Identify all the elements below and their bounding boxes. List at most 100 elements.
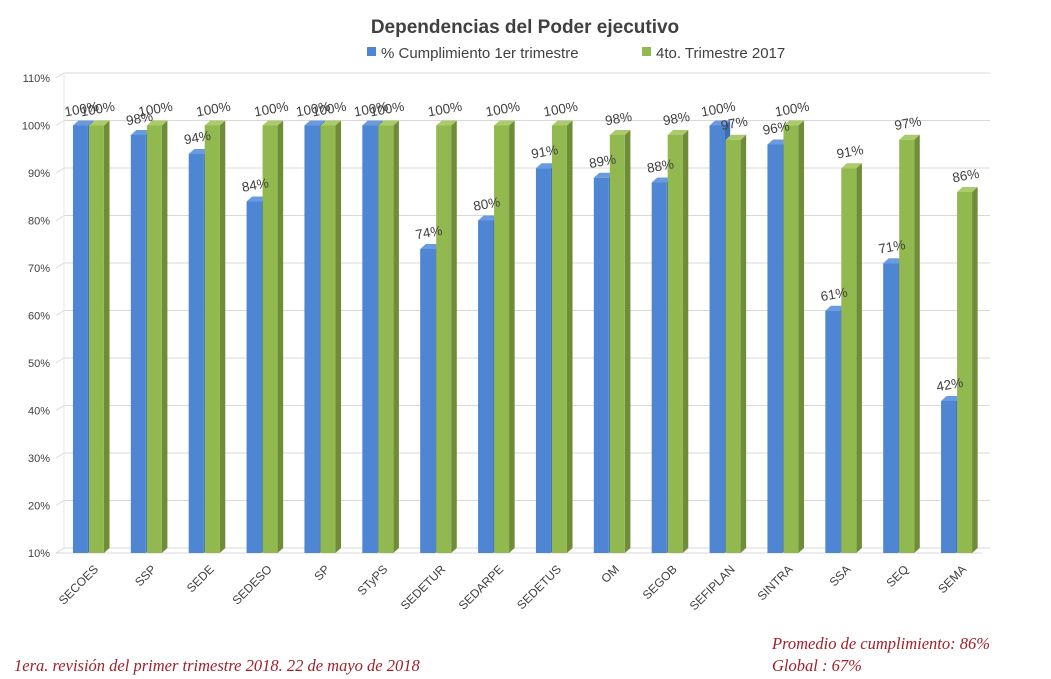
data-label-SINTRA-series-1: 96% [762, 118, 791, 137]
bar-side [624, 130, 631, 553]
data-label-SEGOB-series-1: 88% [646, 156, 675, 175]
legend-swatch-series-2 [642, 47, 651, 56]
data-label-SEQ-series-1: 71% [877, 237, 906, 256]
data-label-STyPS-series-2: 100% [369, 99, 406, 120]
bar-front [72, 125, 88, 553]
bar-top [436, 120, 457, 126]
gridline [55, 120, 990, 126]
bar-top [478, 215, 499, 221]
gridline [55, 72, 990, 79]
data-label-SEQ-series-2: 97% [893, 114, 922, 133]
bar-top [262, 120, 284, 126]
bar-top [304, 120, 326, 126]
data-label-SEFIPLAN-series-1: 100% [700, 99, 737, 120]
x-tick-label-SSP: SSP [132, 562, 159, 589]
bar-top [320, 120, 342, 126]
data-label-SSA-series-2: 91% [835, 142, 864, 161]
y-tick-label: 20% [28, 501, 50, 513]
bar-front [957, 192, 973, 553]
data-label-OM-series-2: 98% [604, 109, 633, 128]
bar-top [667, 130, 689, 135]
bar-front [304, 125, 320, 553]
bar-SECOES-series-2 [88, 120, 110, 553]
data-label-SEGOB-series-2: 98% [662, 109, 691, 128]
data-label-SEDETUR-series-1: 74% [414, 223, 443, 242]
data-label-SEDARPE-series-2: 100% [484, 99, 521, 120]
bar-front [362, 125, 378, 553]
bar-front [130, 135, 146, 553]
y-axis: 10% 20% 30% 40% 50% 60% 70% 80% 90% 100% 110% [22, 73, 50, 560]
bar-side [914, 134, 920, 553]
x-tick-label-SEDETUR: SEDETUR [398, 562, 449, 613]
bar-side [682, 130, 689, 553]
data-label-SECOES-series-1: 100% [63, 99, 100, 120]
bar-top [941, 396, 962, 401]
legend-label-series-2: 4to. Trimestre 2017 [656, 45, 785, 62]
bar-top [362, 120, 383, 126]
bar-STyPS-series-2 [378, 120, 399, 553]
bar-side [277, 120, 284, 553]
x-tick-label-SECOES: SECOES [56, 562, 101, 607]
bar-side [451, 120, 457, 553]
bar-top [593, 172, 615, 178]
bar-top [899, 134, 920, 140]
y-tick-label: 80% [28, 216, 50, 228]
bar-top [551, 120, 573, 126]
bar-front [667, 135, 683, 553]
y-tick-label: 50% [28, 358, 50, 370]
data-label-SEDETUR-series-2: 100% [427, 99, 464, 120]
data-label-SECOES-series-2: 100% [79, 99, 116, 120]
x-tick-label-SINTRA: SINTRA [755, 562, 796, 603]
data-label-SEMA-series-2: 86% [951, 166, 980, 185]
bar-top [204, 120, 226, 126]
bar-top [841, 163, 862, 169]
bar-side [103, 120, 110, 553]
bar-front [320, 125, 336, 553]
data-label-SEDETUS-series-2: 100% [542, 99, 579, 120]
data-label-SP-series-2: 100% [311, 99, 348, 120]
bar-front [609, 135, 625, 553]
data-label-SEDESO-series-1: 84% [241, 175, 270, 194]
bar-SEGOB-series-2 [667, 130, 689, 553]
bar-top [825, 305, 846, 311]
bar-front [841, 168, 857, 553]
x-tick-label-SEDE: SEDE [184, 562, 217, 595]
bar-front [420, 249, 436, 553]
y-tick-label: 90% [28, 168, 50, 180]
summary-note: Promedio de cumplimiento: 86% Global : 6… [772, 633, 990, 677]
legend: % Cumplimiento 1er trimestre 4to. Trimes… [367, 45, 785, 62]
bar-SEMA-series-2 [957, 187, 978, 553]
bar-side [856, 163, 862, 553]
data-label-SSP-series-2: 100% [137, 99, 174, 120]
data-label-SINTRA-series-2: 100% [774, 99, 811, 120]
bar-top [651, 177, 673, 183]
bars [72, 120, 978, 553]
x-tick-label-SEDESO: SEDESO [229, 562, 274, 607]
bar-side [509, 120, 515, 553]
bar-SEDETUR-series-2 [436, 120, 457, 553]
x-tick-label-SEFIPLAN: SEFIPLAN [687, 562, 738, 613]
y-tick-label: 100% [22, 121, 50, 133]
bar-SEDETUS-series-2 [551, 120, 573, 553]
bar-SSP-series-2 [146, 120, 168, 553]
bar-SEDESO-series-2 [262, 120, 284, 553]
x-tick-label-SSA: SSA [827, 562, 854, 589]
y-tick-label: 30% [28, 453, 50, 465]
bar-front [883, 263, 899, 553]
data-labels: 100%100% 98%100%94%100%84%100% 100%100% 100… [63, 99, 980, 395]
bar-top [130, 130, 152, 135]
bar-front [535, 168, 551, 553]
bar-front [88, 125, 104, 553]
y-tick-label: 40% [28, 406, 50, 418]
bar-top [883, 258, 904, 264]
bar-side [972, 187, 978, 553]
bar-SEDARPE-series-2 [494, 120, 515, 553]
bar-front [146, 125, 162, 553]
bar-front [478, 220, 494, 553]
average-compliance-text: Promedio de cumplimiento: 86% [772, 634, 990, 653]
bar-top [494, 120, 515, 126]
x-tick-label-STyPS: STyPS [355, 562, 391, 598]
x-tick-label-SEQ: SEQ [883, 562, 911, 590]
bar-OM-series-2 [609, 130, 631, 553]
legend-swatch-series-1 [367, 47, 376, 56]
